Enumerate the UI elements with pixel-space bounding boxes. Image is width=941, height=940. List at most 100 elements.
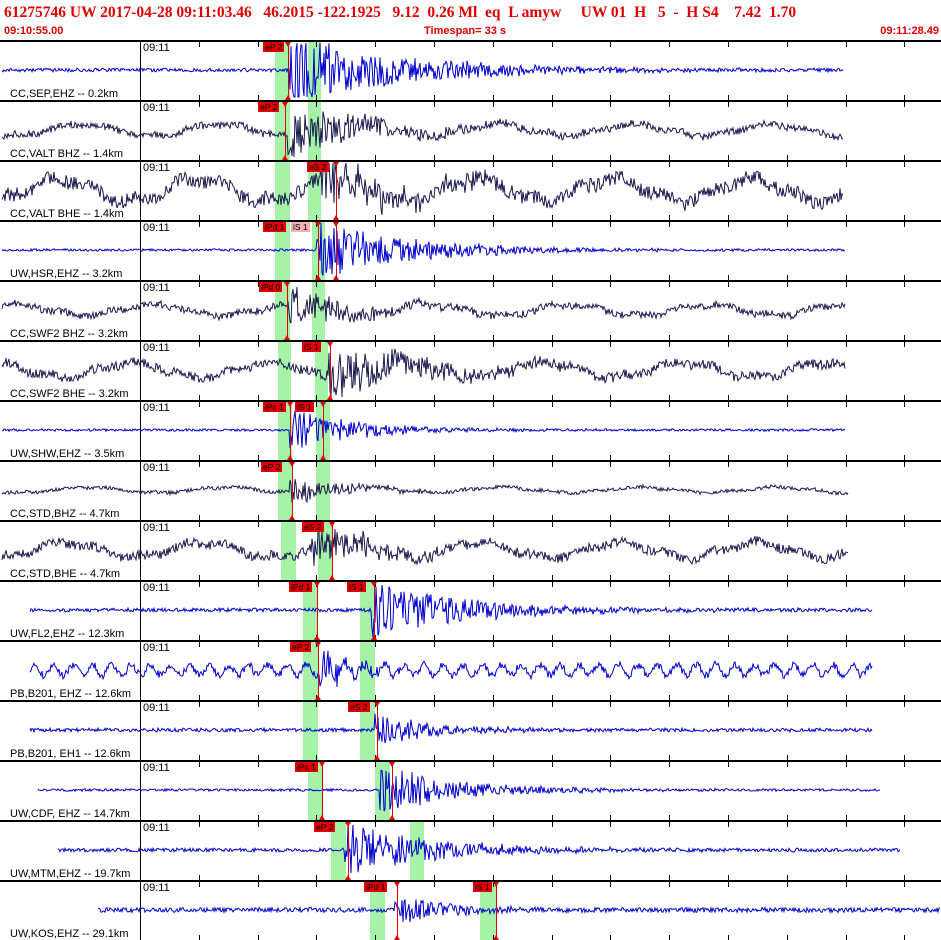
arrival-line[interactable] xyxy=(288,42,289,100)
arrival-line[interactable] xyxy=(287,282,288,340)
second-tick xyxy=(728,635,729,640)
second-tick xyxy=(493,515,494,520)
phase-pick-label[interactable]: eP 2 xyxy=(263,42,285,52)
arrival-line[interactable] xyxy=(332,522,333,580)
phase-pick-label[interactable]: iPc 1 xyxy=(295,762,318,772)
second-tick xyxy=(258,575,259,580)
second-tick xyxy=(258,515,259,520)
arrival-line[interactable] xyxy=(392,762,393,820)
trace-panel[interactable]: eP 2 09:11 CC,VALT BHZ -- 1.4km xyxy=(0,100,941,160)
second-tick xyxy=(375,815,376,820)
arrival-line[interactable] xyxy=(336,222,337,280)
arrival-line[interactable] xyxy=(496,882,497,940)
second-tick xyxy=(493,42,494,47)
phase-pick-label[interactable]: eS 2 xyxy=(348,702,370,712)
waveform xyxy=(1,222,846,276)
phase-pick-label[interactable]: iS 1 xyxy=(473,882,492,892)
second-tick xyxy=(375,875,376,880)
arrival-marker-top xyxy=(374,702,380,707)
trace-panel[interactable]: eS 2 09:11 CC,VALT BHE -- 1.4km xyxy=(0,160,941,220)
trace-panel[interactable]: eP 2 09:11 CC,SEP,EHZ -- 0.2km xyxy=(0,40,941,100)
second-tick xyxy=(846,515,847,520)
second-tick xyxy=(728,642,729,647)
trace-panel[interactable]: iPd 1 iS 1 09:11 UW,FL2,EHZ -- 12.3km xyxy=(0,580,941,640)
trace-panel[interactable]: eP 2 09:11 CC,STD,BHZ -- 4.7km xyxy=(0,460,941,520)
phase-pick-label[interactable]: eP 2 xyxy=(290,642,312,652)
second-tick xyxy=(669,395,670,400)
second-tick xyxy=(258,642,259,647)
arrival-line[interactable] xyxy=(290,402,291,460)
arrival-line[interactable] xyxy=(336,162,337,220)
phase-pick-label[interactable]: eP 2 xyxy=(261,462,283,472)
arrival-line[interactable] xyxy=(397,882,398,940)
second-tick xyxy=(258,762,259,767)
second-tick xyxy=(140,395,141,400)
trace-panel[interactable]: iPc 1 09:11 UW,CDF, EHZ -- 14.7km xyxy=(0,760,941,820)
trace-panel[interactable]: iPd 1 iS 1 09:11 UW,HSR,EHZ -- 3.2km xyxy=(0,220,941,280)
trace-panel[interactable]: iPd 1 iS 1 09:11 UW,KOS,EHZ -- 29.1km xyxy=(0,880,941,940)
second-tick xyxy=(728,222,729,227)
phase-pick-label[interactable]: eP 2 xyxy=(314,822,336,832)
second-tick xyxy=(552,695,553,700)
arrival-line[interactable] xyxy=(323,402,324,460)
second-tick xyxy=(904,635,905,640)
phase-pick-label[interactable]: eS 2 xyxy=(302,522,324,532)
station-channel-label: CC,SWF2 BHE -- 3.2km xyxy=(10,388,131,400)
phase-pick-label[interactable]: iS 1 xyxy=(295,402,314,412)
phase-pick-label[interactable]: eP 2 xyxy=(258,102,280,112)
second-tick xyxy=(904,102,905,107)
trace-panel[interactable]: iS 1 09:11 CC,SWF2 BHE -- 3.2km xyxy=(0,340,941,400)
trace-panel[interactable]: eP 2 09:11 PB,B201, EHZ -- 12.6km xyxy=(0,640,941,700)
second-tick xyxy=(552,155,553,160)
phase-pick-label[interactable]: iPd 1 xyxy=(289,582,313,592)
second-tick xyxy=(787,522,788,527)
phase-pick-label[interactable]: iS 1 xyxy=(347,582,366,592)
second-tick xyxy=(787,402,788,407)
trace-panel[interactable]: iPd 0 09:11 CC,SWF2 BHZ -- 3.2km xyxy=(0,280,941,340)
second-tick xyxy=(258,342,259,347)
phase-pick-label[interactable]: iPd 0 xyxy=(259,282,283,292)
arrival-line[interactable] xyxy=(285,102,286,160)
second-tick xyxy=(787,162,788,167)
arrival-line[interactable] xyxy=(317,582,318,640)
waveform xyxy=(1,411,846,448)
second-tick xyxy=(258,282,259,287)
phase-pick-label[interactable]: iPc 1 xyxy=(263,402,286,412)
arrival-line[interactable] xyxy=(374,582,375,640)
arrival-line[interactable] xyxy=(292,462,293,520)
second-tick xyxy=(728,515,729,520)
arrival-line[interactable] xyxy=(348,822,349,880)
second-tick xyxy=(610,702,611,707)
second-tick xyxy=(258,215,259,220)
second-tick xyxy=(846,155,847,160)
phase-pick-label[interactable]: iPd 1 xyxy=(263,222,287,232)
second-tick xyxy=(316,455,317,460)
second-tick xyxy=(493,395,494,400)
minute-tick-line xyxy=(140,102,141,160)
second-tick xyxy=(493,695,494,700)
phase-pick-label[interactable]: iS 1 xyxy=(302,342,321,352)
minute-label: 09:11 xyxy=(143,42,170,54)
phase-pick-label[interactable]: eS 2 xyxy=(307,162,329,172)
second-tick xyxy=(904,462,905,467)
second-tick xyxy=(904,275,905,280)
arrival-line[interactable] xyxy=(318,642,319,700)
trace-panel[interactable]: eS 2 09:11 PB,B201, EH1 -- 12.6km xyxy=(0,700,941,760)
phase-pick-label[interactable]: iS 1 xyxy=(291,222,310,232)
arrival-line[interactable] xyxy=(318,222,319,280)
s-phase-window xyxy=(308,102,321,160)
trace-panel[interactable]: iPc 1 iS 1 09:11 UW,SHW,EHZ -- 3.5km xyxy=(0,400,941,460)
phase-pick-label[interactable]: iPd 1 xyxy=(364,882,388,892)
second-tick xyxy=(669,522,670,527)
second-tick xyxy=(375,222,376,227)
second-tick xyxy=(140,935,141,940)
arrival-line[interactable] xyxy=(330,342,331,400)
second-tick xyxy=(846,635,847,640)
arrival-line[interactable] xyxy=(322,762,323,820)
arrival-line[interactable] xyxy=(377,702,378,760)
second-tick xyxy=(552,882,553,887)
arrival-marker-top xyxy=(285,42,291,47)
second-tick xyxy=(140,815,141,820)
trace-panel[interactable]: eS 2 09:11 CC,STD,BHE -- 4.7km xyxy=(0,520,941,580)
trace-panel[interactable]: eP 2 09:11 UW,MTM,EHZ -- 19.7km xyxy=(0,820,941,880)
